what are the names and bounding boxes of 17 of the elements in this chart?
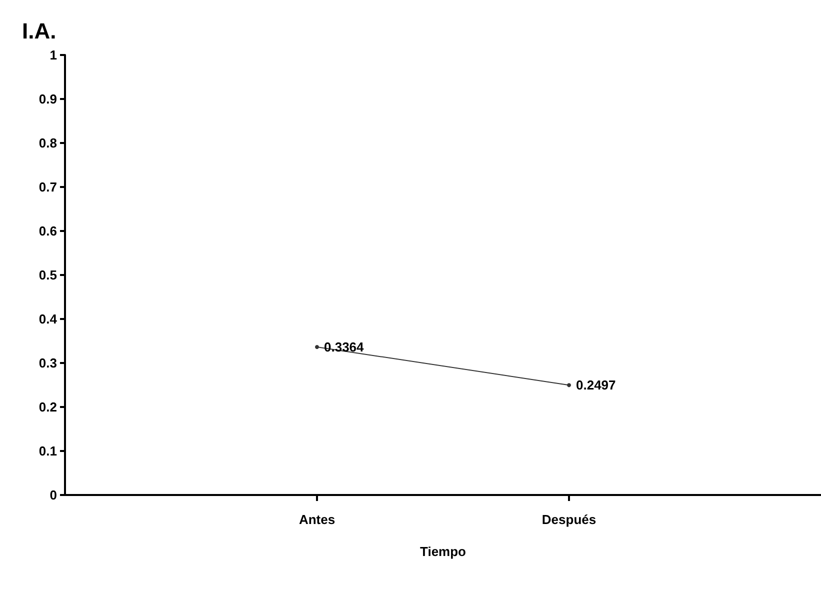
- y-tick-label: 0.3: [38, 356, 57, 370]
- y-tick-label: 0.1: [38, 444, 57, 458]
- y-tick-label: 0.8: [38, 136, 57, 150]
- y-tick-label: 0.7: [38, 180, 57, 194]
- x-tick-label: Antes: [298, 512, 336, 527]
- x-tick-label: Después: [542, 512, 596, 527]
- y-axis-title: I.A.: [22, 18, 56, 44]
- data-label: 0.2497: [576, 378, 616, 393]
- y-tick-label: 0.4: [38, 312, 58, 326]
- y-tick-label: 0.6: [38, 224, 57, 238]
- y-tick-label: 0.5: [38, 268, 57, 282]
- x-axis-title: Tiempo: [420, 544, 466, 559]
- y-tick-label: 0.2: [38, 400, 57, 414]
- y-tick-label: 0.9: [38, 92, 57, 106]
- y-tick-label: 1: [50, 48, 57, 62]
- data-label: 0.3364: [324, 339, 365, 354]
- y-tick-label: 0: [50, 488, 57, 502]
